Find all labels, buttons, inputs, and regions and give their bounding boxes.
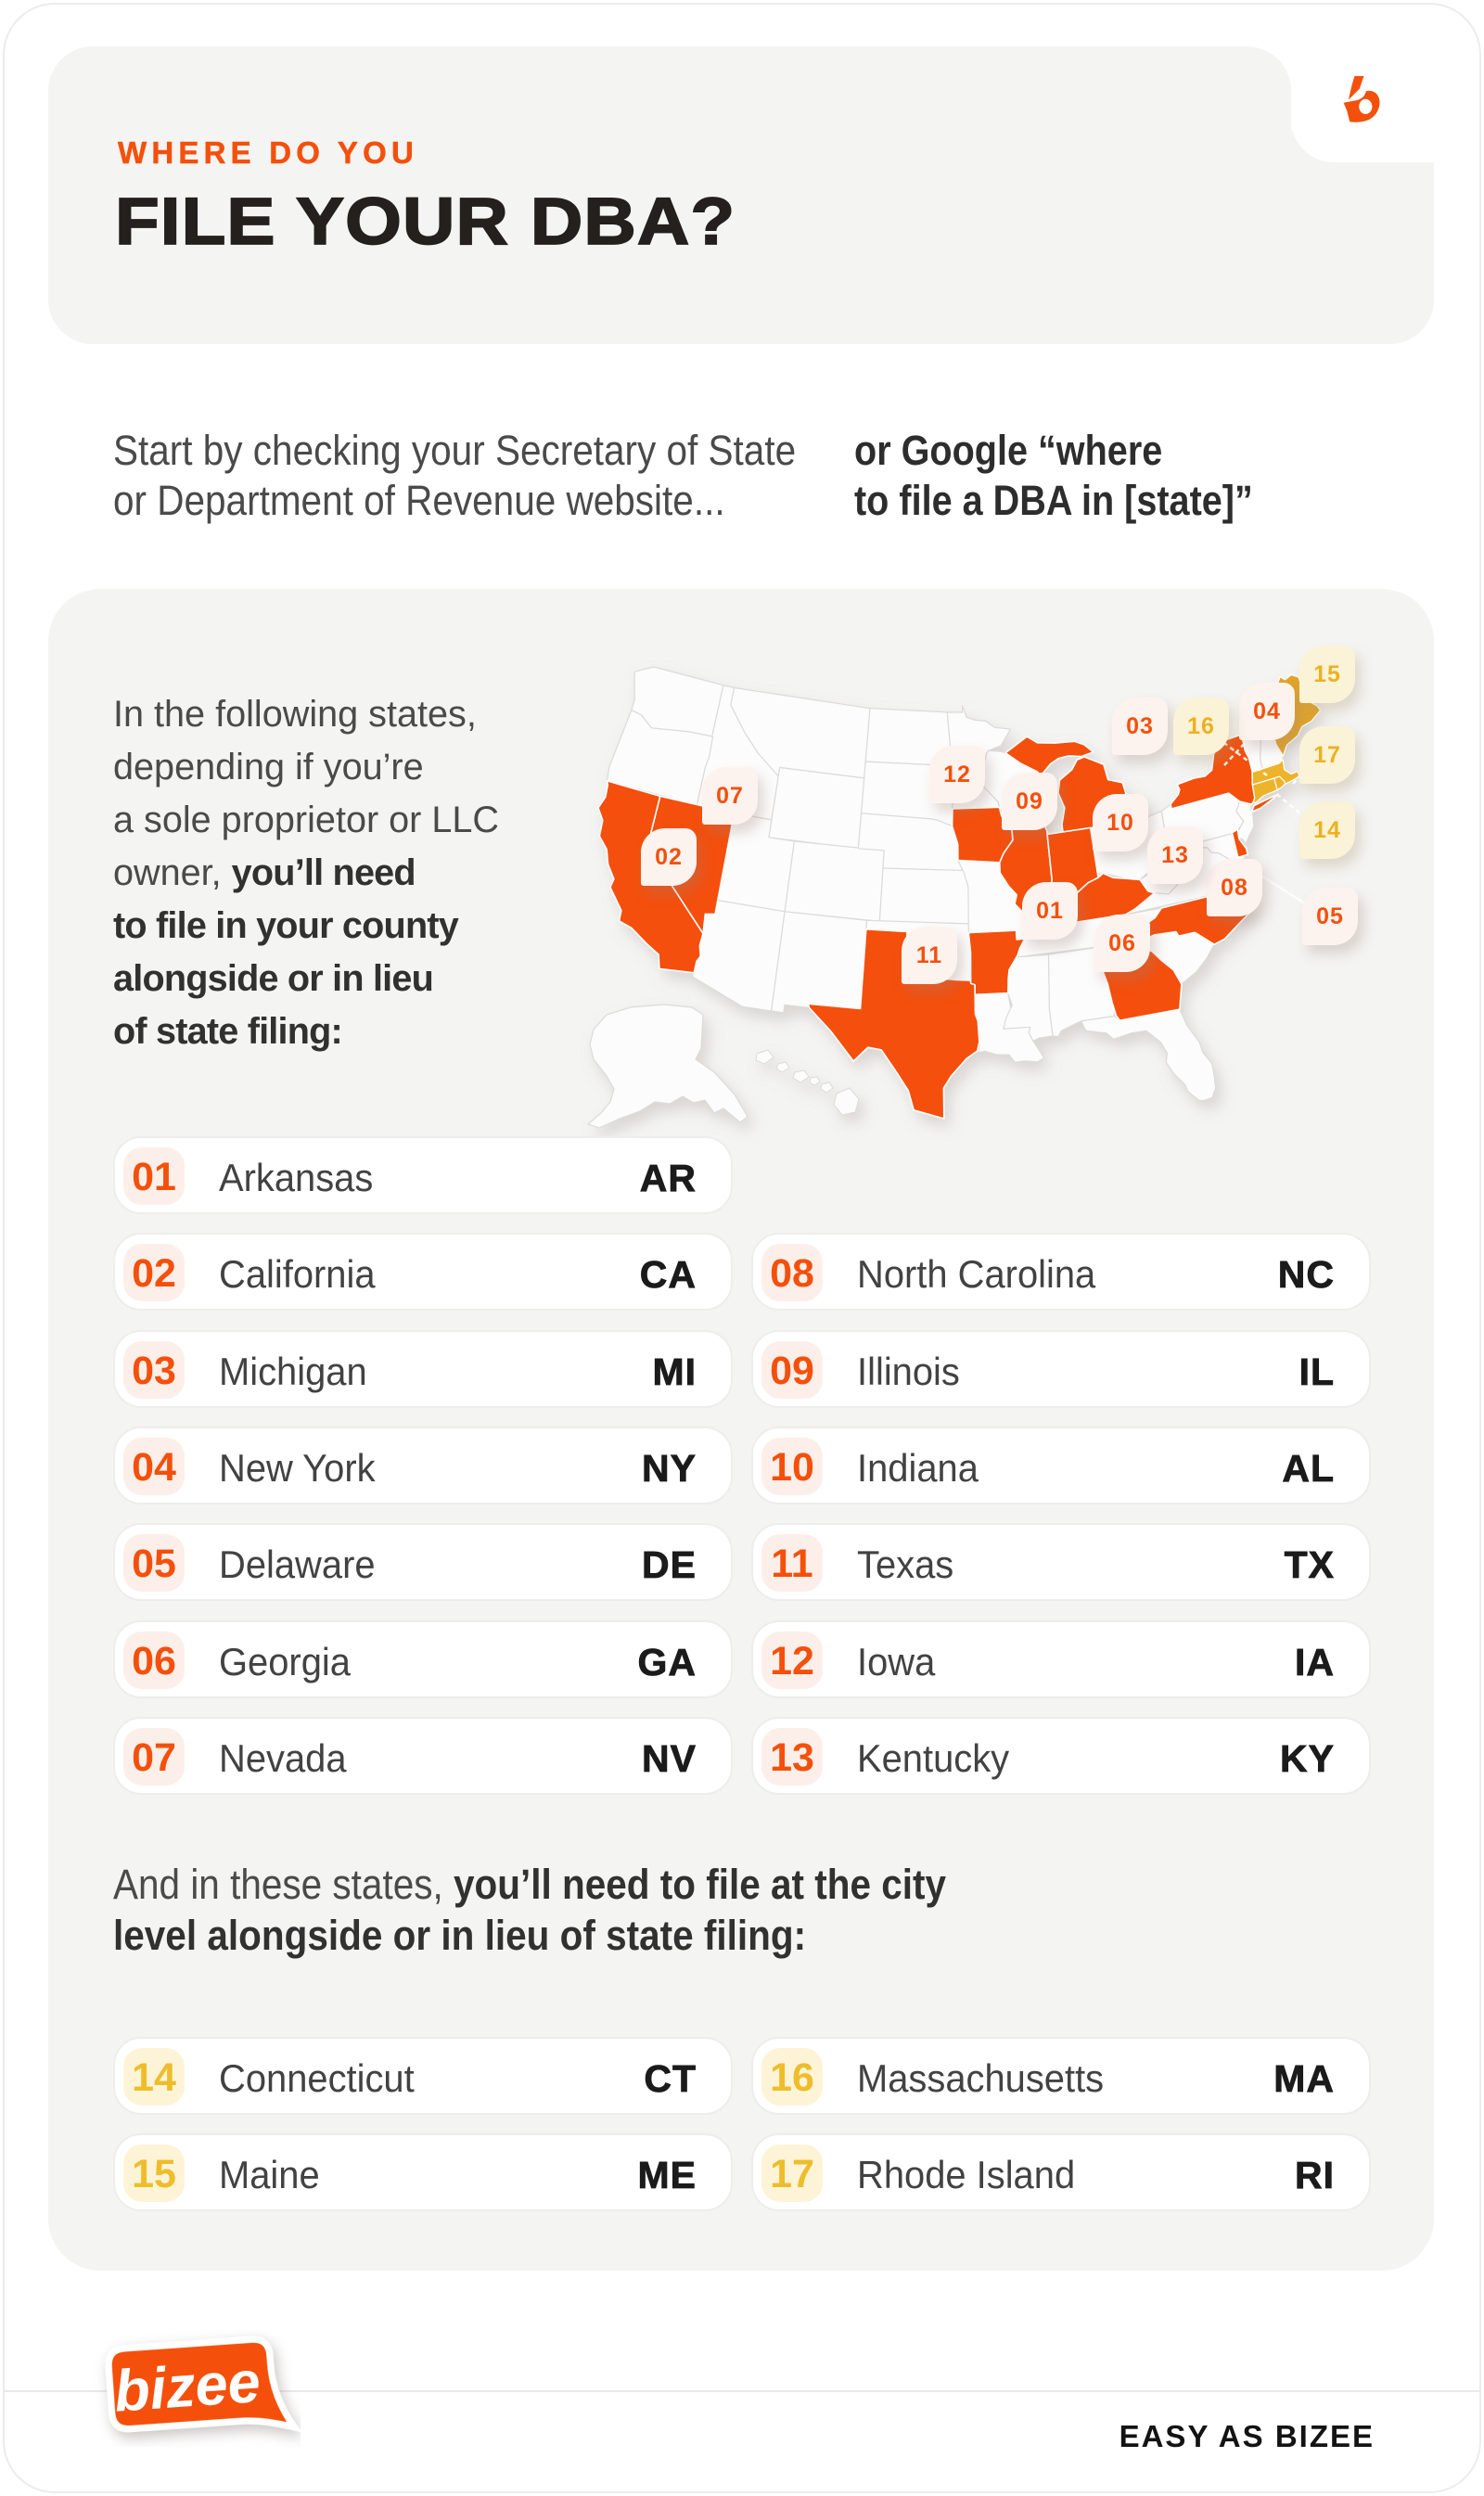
svg-text:bizee: bizee xyxy=(112,2349,262,2425)
